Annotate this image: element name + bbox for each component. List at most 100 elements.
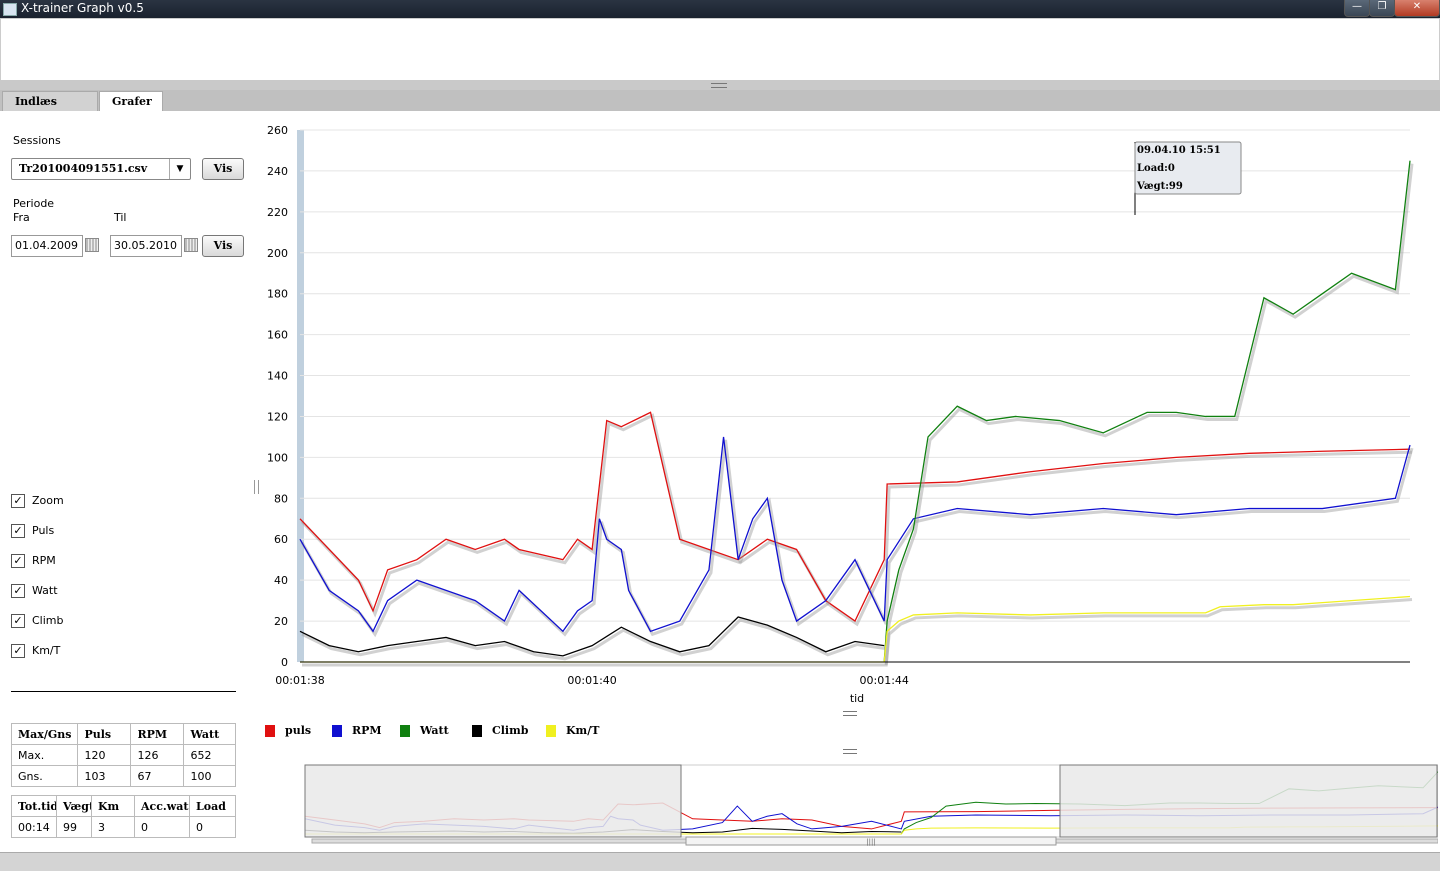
legend-splitter-grip-icon[interactable] [843, 711, 857, 716]
puls-label: Puls [32, 524, 55, 537]
stats-cell: 0 [134, 816, 190, 838]
tab-bar: Indlæs Data Grafer [0, 90, 1440, 128]
legend-item-watt[interactable]: Watt [400, 724, 449, 740]
legend-item-rpm[interactable]: RPM [332, 724, 382, 740]
y-tick-label: 80 [274, 492, 288, 505]
tab-grafer[interactable]: Grafer [99, 91, 163, 112]
stats-cell: 652 [183, 744, 236, 766]
stats-cell: 00:14 [11, 816, 57, 838]
legend-item-climb[interactable]: Climb [472, 724, 528, 740]
calendar-icon[interactable] [184, 238, 198, 252]
session-select-value: Tr201004091551.csv [19, 162, 148, 175]
stats-cell: 126 [130, 744, 185, 766]
rpm-checkbox[interactable]: ✓ [11, 554, 25, 568]
stats-cell: Gns. [10, 765, 79, 787]
x-tick-label: 00:01:44 [860, 674, 909, 687]
splitter-grip-icon [711, 83, 727, 88]
climb-checkbox[interactable]: ✓ [11, 614, 25, 628]
series-line-kmt [300, 595, 1411, 663]
legend-label: puls [285, 724, 312, 737]
stats-header-cell: Km [91, 795, 135, 817]
stats-header-cell: Acc.watt [134, 795, 190, 817]
kmt-checkbox[interactable]: ✓ [11, 644, 25, 658]
watt-checkbox[interactable]: ✓ [11, 584, 25, 598]
stats-cell: Max. [10, 744, 79, 766]
til-date-input[interactable]: 30.05.2010 [110, 235, 182, 257]
sidebar-splitter-grip-icon[interactable] [254, 480, 259, 494]
periode-label: Periode [13, 197, 55, 210]
title-bar: X-trainer Graph v0.5 — ❐ ✕ [0, 0, 1440, 18]
overview-navigator[interactable]: |||| [250, 760, 1438, 848]
legend-item-kmt[interactable]: Km/T [546, 724, 599, 740]
main-chart[interactable]: 0 20 40 60 80 100 120 140 160 180 200 220 240 260 00:0… [250, 120, 1430, 710]
session-select[interactable]: Tr201004091551.csv ▼ [11, 158, 191, 180]
chart-axes: 0 20 40 60 80 100 120 140 160 180 200 220 240 260 00:0… [267, 124, 1410, 687]
kmt-swatch-icon [546, 725, 556, 737]
zoom-bar [297, 130, 304, 662]
stats-cell: 120 [77, 744, 132, 766]
vis-session-button[interactable]: Vis [202, 158, 244, 180]
tab-indlaes-data[interactable]: Indlæs Data [2, 91, 98, 128]
rpm-swatch-icon [332, 725, 342, 737]
stats-header-cell: Max/Gns [10, 723, 79, 745]
stats-cell: 103 [77, 765, 132, 787]
fra-label: Fra [13, 211, 30, 224]
climb-label: Climb [32, 614, 64, 627]
til-date-value: 30.05.2010 [114, 239, 177, 252]
tooltip-weight: Vægt:99 [1136, 181, 1183, 192]
overview-scrollbar-thumb[interactable] [685, 836, 1057, 846]
series-line-climb [299, 616, 885, 657]
window-title: X-trainer Graph v0.5 [21, 1, 144, 15]
y-tick-label: 200 [267, 247, 288, 260]
close-button[interactable]: ✕ [1394, 0, 1440, 17]
overview-left-mask[interactable] [304, 764, 682, 838]
stats-table-max-avg: Max/Gns Puls RPM Watt Max. 120 126 652 G… [10, 723, 236, 787]
y-tick-label: 60 [274, 533, 288, 546]
puls-swatch-icon [265, 725, 275, 737]
top-splitter[interactable] [0, 80, 1440, 90]
watt-label: Watt [32, 584, 58, 597]
maximize-button[interactable]: ❐ [1369, 0, 1395, 17]
top-panel [0, 18, 1440, 81]
tooltip-load: Load:0 [1137, 163, 1175, 174]
stats-header-cell: Watt [183, 723, 236, 745]
series-shadow [300, 439, 1414, 638]
y-tick-label: 120 [267, 410, 288, 423]
dropdown-arrow-icon[interactable]: ▼ [169, 159, 190, 179]
legend-item-puls[interactable]: puls [265, 724, 311, 740]
zoom-checkbox[interactable]: ✓ [11, 494, 25, 508]
overview-right-mask[interactable] [1059, 764, 1438, 838]
scroll-grip-icon: |||| [866, 838, 875, 846]
fra-date-input[interactable]: 01.04.2009 [11, 235, 83, 257]
y-tick-label: 20 [274, 615, 288, 628]
calendar-icon[interactable] [85, 238, 99, 252]
series-shadow [884, 163, 1414, 666]
zoom-label: Zoom [32, 494, 64, 507]
y-tick-label: 100 [267, 451, 288, 464]
minimize-button[interactable]: — [1344, 0, 1370, 17]
sidebar-divider [11, 691, 236, 692]
climb-swatch-icon [472, 725, 482, 737]
series-shadow [301, 618, 887, 661]
stats-table-totals: Tot.tid Vægt Km Acc.watt Load 00:14 99 3… [11, 795, 236, 838]
x-tick-label: 00:01:38 [275, 674, 324, 687]
legend-label: RPM [352, 724, 382, 737]
series-shadow [302, 598, 1413, 667]
x-axis-label: tid [850, 692, 864, 705]
sessions-label: Sessions [13, 134, 61, 147]
stats-cell: 100 [183, 765, 236, 787]
puls-checkbox[interactable]: ✓ [11, 524, 25, 538]
stats-header-cell: Vægt [56, 795, 92, 817]
y-tick-label: 220 [267, 206, 288, 219]
overview-splitter-grip-icon[interactable] [843, 749, 857, 754]
chart-tooltip: 09.04.10 15:51 Load:0 Vægt:99 [1134, 141, 1242, 215]
tooltip-time: 09.04.10 15:51 [1137, 145, 1221, 156]
stats-header-cell: RPM [130, 723, 185, 745]
x-tick-label: 00:01:40 [567, 674, 616, 687]
rpm-label: RPM [32, 554, 56, 567]
status-bar [0, 852, 1440, 871]
y-tick-label: 140 [267, 370, 288, 383]
legend-label: Watt [420, 724, 449, 737]
stats-cell: 0 [189, 816, 236, 838]
vis-periode-button[interactable]: Vis [202, 235, 244, 257]
